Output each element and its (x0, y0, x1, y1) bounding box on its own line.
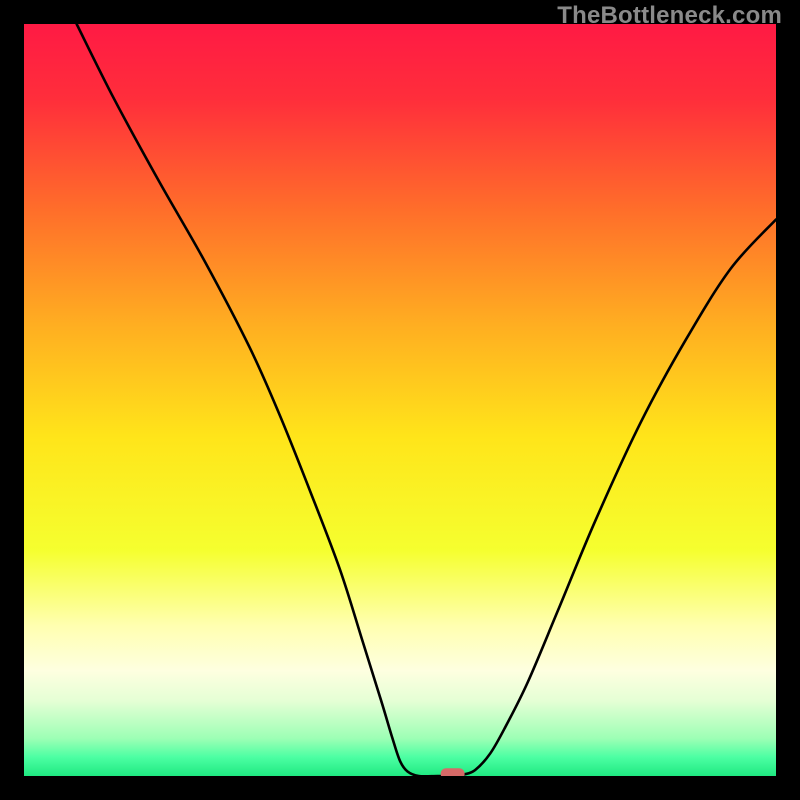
bottleneck-chart (0, 0, 800, 800)
chart-background-gradient (24, 24, 776, 776)
watermark-text: TheBottleneck.com (557, 2, 782, 30)
chart-container: TheBottleneck.com (0, 0, 800, 800)
